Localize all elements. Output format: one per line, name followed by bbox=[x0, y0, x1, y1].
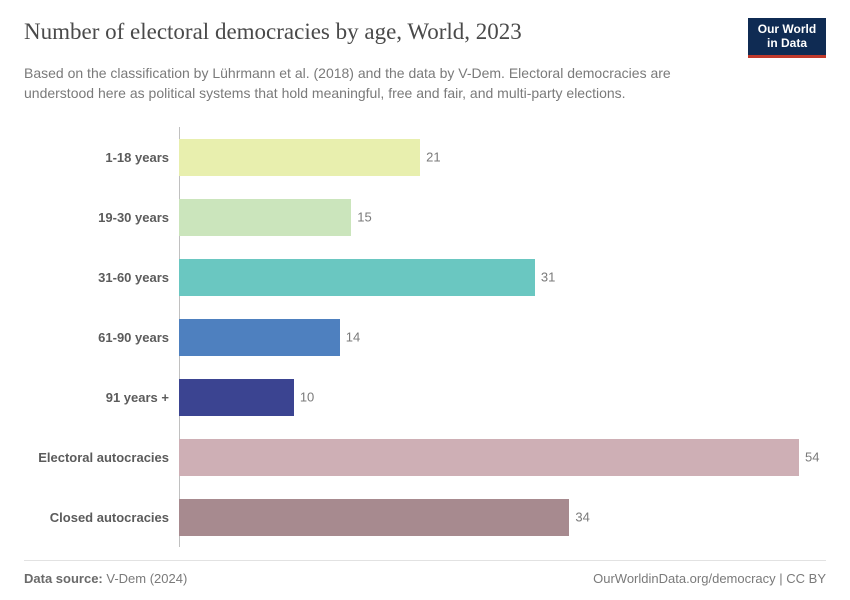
chart-row: 31-60 years 31 bbox=[24, 247, 826, 307]
bar-track: 34 bbox=[179, 499, 826, 536]
bar-value-label: 31 bbox=[541, 270, 555, 285]
bar bbox=[179, 439, 799, 476]
chart-row: Electoral autocracies 54 bbox=[24, 427, 826, 487]
bar bbox=[179, 199, 351, 236]
bar-value-label: 54 bbox=[805, 450, 819, 465]
chart-row: 91 years + 10 bbox=[24, 367, 826, 427]
bar-value-label: 14 bbox=[346, 330, 360, 345]
category-label: 19-30 years bbox=[24, 210, 174, 225]
category-label: 31-60 years bbox=[24, 270, 174, 285]
bar-track: 54 bbox=[179, 439, 826, 476]
attribution: OurWorldinData.org/democracy | CC BY bbox=[593, 571, 826, 586]
bar-value-label: 21 bbox=[426, 150, 440, 165]
owid-logo: Our World in Data bbox=[748, 18, 826, 58]
bar-track: 14 bbox=[179, 319, 826, 356]
category-label: 61-90 years bbox=[24, 330, 174, 345]
bar-value-label: 34 bbox=[575, 510, 589, 525]
logo-line-1: Our World bbox=[758, 22, 816, 36]
chart-row: Closed autocracies 34 bbox=[24, 487, 826, 547]
category-label: 1-18 years bbox=[24, 150, 174, 165]
category-label: 91 years + bbox=[24, 390, 174, 405]
source-value: V-Dem (2024) bbox=[106, 571, 187, 586]
bar bbox=[179, 499, 569, 536]
bar-value-label: 15 bbox=[357, 210, 371, 225]
category-label: Electoral autocracies bbox=[24, 450, 174, 465]
source-label: Data source: bbox=[24, 571, 103, 586]
bar-track: 15 bbox=[179, 199, 826, 236]
chart-row: 19-30 years 15 bbox=[24, 187, 826, 247]
page-title: Number of electoral democracies by age, … bbox=[24, 18, 522, 47]
header: Number of electoral democracies by age, … bbox=[24, 18, 826, 58]
bar bbox=[179, 259, 535, 296]
subtitle: Based on the classification by Lührmann … bbox=[24, 64, 744, 103]
bar bbox=[179, 319, 340, 356]
bar-track: 10 bbox=[179, 379, 826, 416]
category-label: Closed autocracies bbox=[24, 510, 174, 525]
bar-value-label: 10 bbox=[300, 390, 314, 405]
bar-track: 21 bbox=[179, 139, 826, 176]
data-source: Data source: V-Dem (2024) bbox=[24, 571, 187, 586]
bar bbox=[179, 379, 294, 416]
logo-line-2: in Data bbox=[767, 36, 807, 50]
bar-track: 31 bbox=[179, 259, 826, 296]
bar-chart: 1-18 years 21 19-30 years 15 31-60 years 31 61… bbox=[24, 127, 826, 547]
bar bbox=[179, 139, 420, 176]
footer: Data source: V-Dem (2024) OurWorldinData… bbox=[24, 560, 826, 586]
chart-row: 1-18 years 21 bbox=[24, 127, 826, 187]
chart-row: 61-90 years 14 bbox=[24, 307, 826, 367]
